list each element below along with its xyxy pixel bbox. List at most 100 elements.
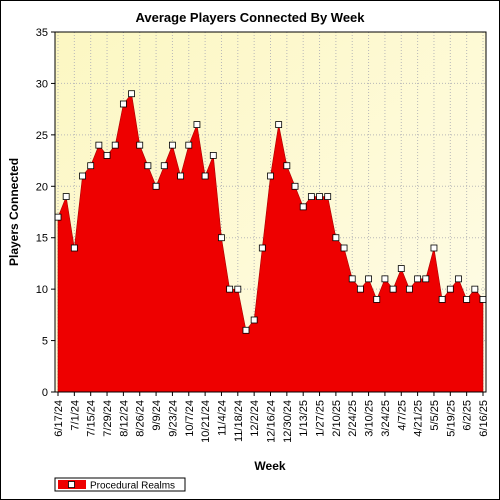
data-point [242, 326, 250, 334]
data-point [209, 152, 217, 159]
data-point [62, 193, 70, 200]
data-point [414, 275, 422, 283]
data-point [316, 193, 323, 200]
x-tick-label: 8/26/24 [135, 400, 147, 437]
data-point [332, 234, 340, 242]
y-tick-label: 10 [36, 284, 48, 296]
x-tick-label: 5/19/25 [445, 400, 457, 437]
data-point [70, 244, 78, 252]
data-point [365, 275, 372, 283]
data-point [144, 162, 152, 170]
data-point [258, 244, 266, 252]
x-tick-label: 6/16/25 [478, 400, 490, 437]
y-tick-label: 5 [42, 336, 48, 348]
data-point [185, 141, 193, 149]
data-point [471, 285, 479, 293]
data-point [430, 244, 438, 252]
data-point [455, 275, 462, 283]
chart-title: Average Players Connected By Week [135, 10, 365, 25]
y-tick-label: 30 [36, 78, 48, 90]
x-tick-label: 9/23/24 [167, 400, 179, 437]
y-tick-label: 0 [42, 387, 48, 399]
data-point [128, 90, 135, 98]
x-tick-label: 10/7/24 [184, 400, 196, 437]
x-tick-label: 6/17/24 [53, 400, 65, 437]
data-point [373, 296, 381, 303]
data-point [103, 152, 111, 159]
data-point [275, 121, 283, 128]
legend-label: Procedural Realms [90, 481, 175, 492]
x-tick-label: 4/7/25 [396, 400, 408, 431]
x-tick-label: 4/21/25 [413, 400, 425, 437]
data-point [119, 100, 127, 108]
x-tick-label: 3/10/25 [364, 400, 376, 437]
legend-marker [68, 481, 75, 488]
x-tick-label: 1/27/25 [315, 400, 327, 437]
data-point [201, 172, 209, 180]
data-point [389, 285, 397, 293]
data-point [283, 162, 291, 170]
legend: Procedural Realms [54, 477, 186, 492]
data-point [136, 141, 144, 149]
data-point [54, 213, 62, 221]
data-point [340, 244, 348, 252]
x-tick-label: 7/1/24 [69, 400, 81, 431]
data-point [250, 316, 258, 324]
data-point [160, 162, 168, 170]
data-point [152, 182, 160, 190]
data-point [307, 193, 315, 200]
x-tick-label: 7/15/24 [86, 400, 98, 437]
x-tick-label: 2/24/25 [347, 400, 359, 437]
data-point [397, 265, 405, 272]
y-tick-label: 25 [36, 130, 48, 142]
x-tick-label: 9/9/24 [151, 400, 163, 431]
data-point [479, 296, 487, 303]
x-tick-label: 8/12/24 [118, 400, 130, 437]
data-point [406, 285, 413, 293]
data-point [357, 285, 364, 293]
data-point [218, 234, 225, 242]
y-tick-label: 20 [36, 181, 48, 193]
data-point [234, 285, 242, 293]
x-tick-label: 6/2/25 [462, 400, 474, 431]
data-point [177, 172, 184, 180]
y-tick-labels: 0 5 10 15 20 25 30 35 [36, 27, 48, 399]
axes [51, 31, 487, 396]
data-point [291, 182, 299, 190]
legend-box [54, 477, 186, 492]
data-point [79, 172, 86, 180]
data-point [324, 193, 332, 200]
data-point [87, 162, 95, 170]
data-point [381, 275, 389, 283]
data-point [267, 172, 274, 180]
data-point [169, 141, 176, 149]
x-tick-label: 3/24/25 [380, 400, 392, 437]
x-tick-label: 1/13/25 [298, 400, 310, 437]
data-point [193, 121, 201, 128]
x-tick-label: 11/18/24 [233, 400, 245, 442]
x-tick-label: 5/5/25 [429, 400, 441, 431]
data-point [226, 285, 234, 293]
y-tick-label: 35 [36, 27, 48, 39]
x-tick-label: 10/21/24 [200, 400, 212, 443]
x-tick-labels: 6/17/24 7/1/24 7/15/24 7/29/24 8/12/24 8/26/2… [53, 400, 490, 443]
data-point [463, 296, 471, 303]
x-tick-label: 12/30/24 [282, 400, 294, 443]
data-point [438, 296, 446, 303]
x-tick-label: 12/2/24 [249, 400, 261, 437]
x-tick-label: 7/29/24 [102, 400, 114, 437]
data-point [446, 285, 454, 293]
x-tick-label: 12/16/24 [266, 400, 278, 443]
y-axis-label: Players Connected [7, 158, 21, 266]
x-axis-label: Week [254, 459, 285, 473]
data-point [348, 275, 356, 283]
marker-layer [54, 90, 487, 334]
x-tick-label: 2/10/25 [331, 400, 343, 437]
x-tick-label: 11/4/24 [216, 400, 228, 436]
data-point [111, 141, 119, 149]
data-point [299, 203, 307, 211]
y-tick-label: 15 [36, 233, 48, 245]
data-point [422, 275, 430, 283]
data-point [95, 141, 103, 149]
